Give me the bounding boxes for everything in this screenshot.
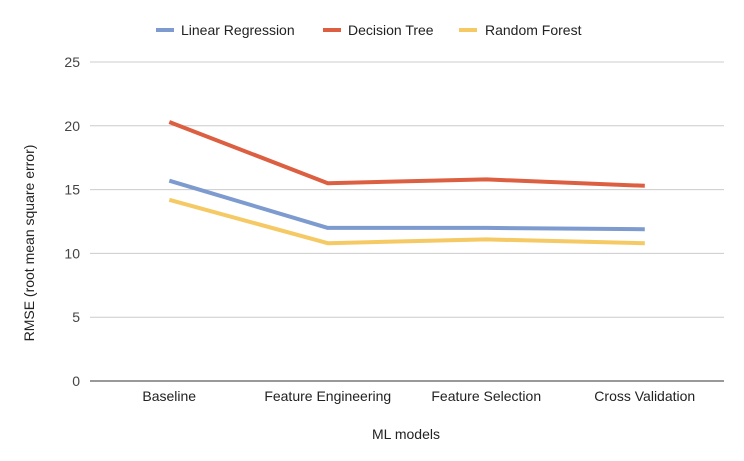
legend: Linear Regression Decision Tree Random For… xyxy=(156,22,582,38)
y-tick-label: 5 xyxy=(72,309,80,325)
x-category-label: Cross Validation xyxy=(594,388,695,404)
y-tick-label: 0 xyxy=(72,373,80,389)
grid-lines xyxy=(90,61,724,382)
series-line-0 xyxy=(168,178,645,232)
x-category-label: Feature Selection xyxy=(431,388,541,404)
y-tick-label: 10 xyxy=(64,245,80,261)
x-axis-title: ML models xyxy=(372,426,440,442)
y-tick-label: 15 xyxy=(64,182,80,198)
y-tick-label: 20 xyxy=(64,118,80,134)
x-axis-categories: Baseline Feature Engineering Feature Selec… xyxy=(142,388,695,404)
x-category-label: Baseline xyxy=(142,388,196,404)
legend-label: Linear Regression xyxy=(181,22,295,38)
y-axis-title: RMSE (root mean square error) xyxy=(21,145,37,342)
y-axis-ticks: 0 5 10 15 20 25 xyxy=(64,54,80,389)
series-line-1 xyxy=(168,120,645,188)
y-tick-label: 25 xyxy=(64,54,80,70)
series-line-2 xyxy=(168,197,645,246)
legend-label: Decision Tree xyxy=(348,22,434,38)
legend-label: Random Forest xyxy=(485,22,582,38)
series-lines xyxy=(168,120,645,246)
x-category-label: Feature Engineering xyxy=(264,388,391,404)
